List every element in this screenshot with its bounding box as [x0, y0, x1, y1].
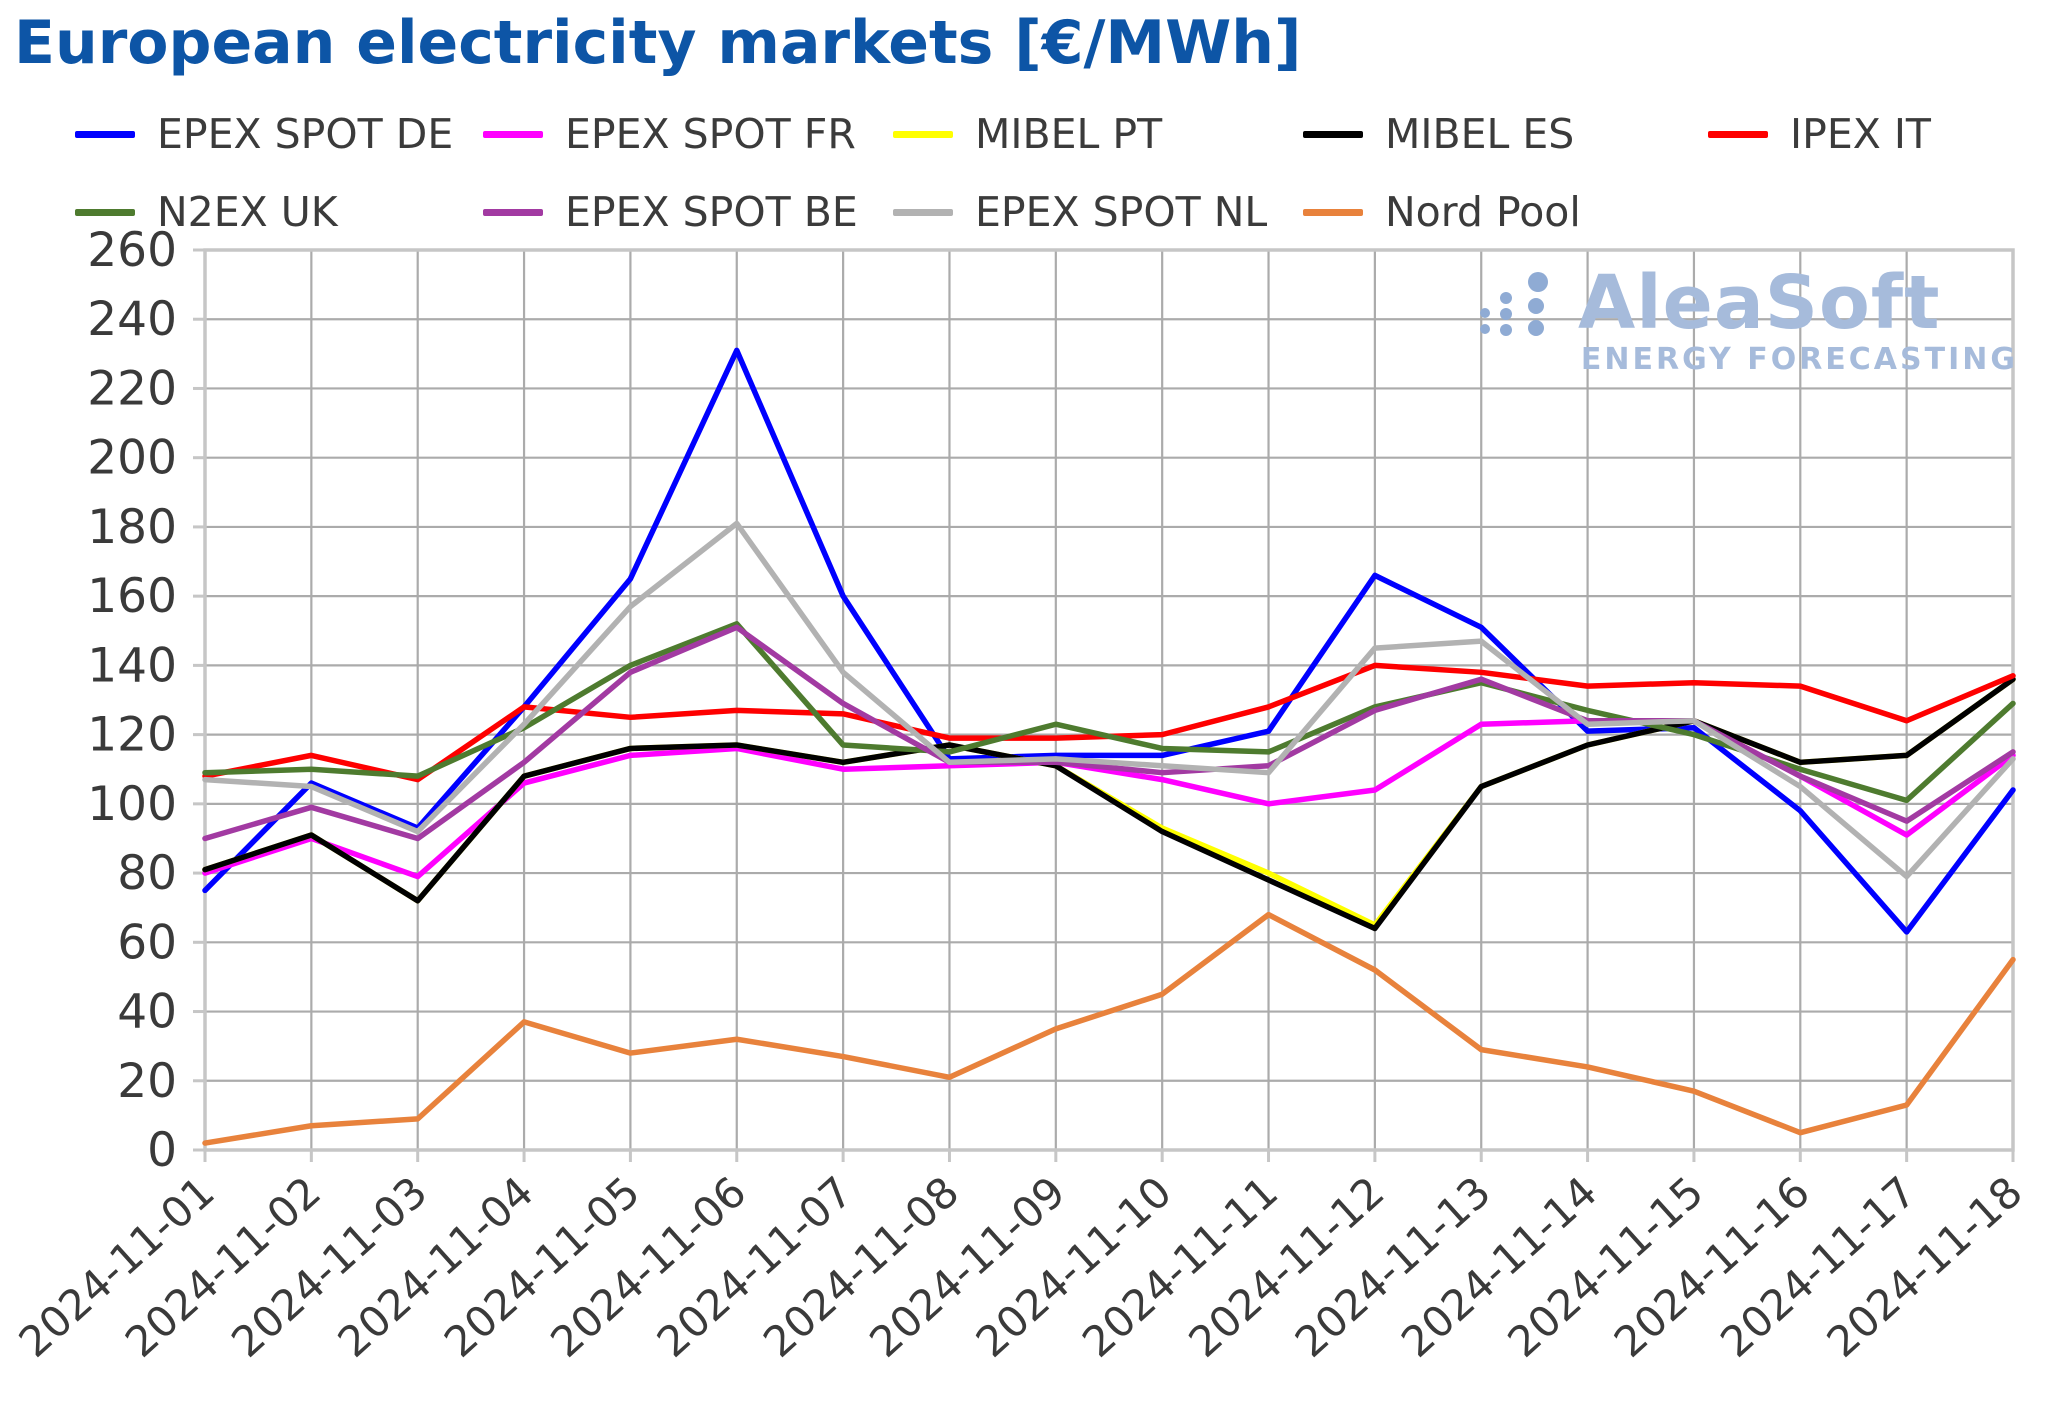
series-line-nord-pool [202, 911, 2016, 1146]
legend-row-2: N2EX UK EPEX SPOT BE EPEX SPOT NL Nord Pool [0, 186, 2048, 238]
y-tick-label: 180 [87, 500, 177, 555]
legend-swatch [1708, 130, 1768, 138]
legend-item-mibel-es: MIBEL ES [1303, 108, 1574, 160]
y-tick-label: 260 [87, 223, 177, 278]
legend-swatch [1303, 208, 1363, 216]
legend-swatch [75, 208, 135, 216]
legend-label: IPEX IT [1790, 110, 1931, 158]
legend-swatch [75, 130, 135, 138]
y-tick-label: 40 [117, 985, 177, 1040]
legend-swatch [893, 130, 953, 138]
legend-label: Nord Pool [1385, 188, 1581, 236]
series-line-n2ex-uk [202, 621, 2016, 804]
legend-swatch [893, 208, 953, 216]
legend-label: N2EX UK [157, 188, 338, 236]
legend-label: MIBEL PT [975, 110, 1163, 158]
y-tick-label: 0 [147, 1123, 177, 1178]
y-tick-label: 240 [87, 292, 177, 347]
series-line-epex-spot-nl [202, 520, 2016, 880]
series-line-epex-spot-de [202, 347, 2016, 935]
y-tick-label: 60 [117, 915, 177, 970]
legend-item-epex-spot-nl: EPEX SPOT NL [893, 186, 1267, 238]
legend-item-epex-spot-de: EPEX SPOT DE [75, 108, 453, 160]
legend-label: EPEX SPOT BE [565, 188, 858, 236]
legend-item-n2ex-uk: N2EX UK [75, 186, 338, 238]
legend-swatch [483, 208, 543, 216]
legend-label: EPEX SPOT FR [565, 110, 856, 158]
y-tick-label: 80 [117, 846, 177, 901]
legend-label: EPEX SPOT DE [157, 110, 454, 158]
y-tick-label: 220 [87, 361, 177, 416]
y-tick-label: 140 [87, 638, 177, 693]
y-tick-label: 200 [87, 431, 177, 486]
legend-item-mibel-pt: MIBEL PT [893, 108, 1162, 160]
series-line-epex-spot-be [202, 624, 2016, 842]
legend-item-ipex-it: IPEX IT [1708, 108, 1931, 160]
y-tick-label: 120 [87, 708, 177, 763]
series-line-mibel-pt [202, 676, 2016, 928]
legend-item-epex-spot-be: EPEX SPOT BE [483, 186, 858, 238]
legend-label: MIBEL ES [1385, 110, 1575, 158]
legend-swatch [483, 130, 543, 138]
legend-label: EPEX SPOT NL [975, 188, 1268, 236]
legend-row-1: EPEX SPOT DE EPEX SPOT FR MIBEL PT MIBEL ES… [0, 108, 2048, 160]
legend-swatch [1303, 130, 1363, 138]
y-tick-label: 20 [117, 1054, 177, 1109]
plot-border [203, 248, 2015, 1152]
legend-item-nord-pool: Nord Pool [1303, 186, 1581, 238]
legend-item-epex-spot-fr: EPEX SPOT FR [483, 108, 856, 160]
y-tick-label: 160 [87, 569, 177, 624]
y-tick-label: 100 [87, 777, 177, 832]
chart-title: European electricity markets [€/MWh] [14, 8, 1302, 78]
